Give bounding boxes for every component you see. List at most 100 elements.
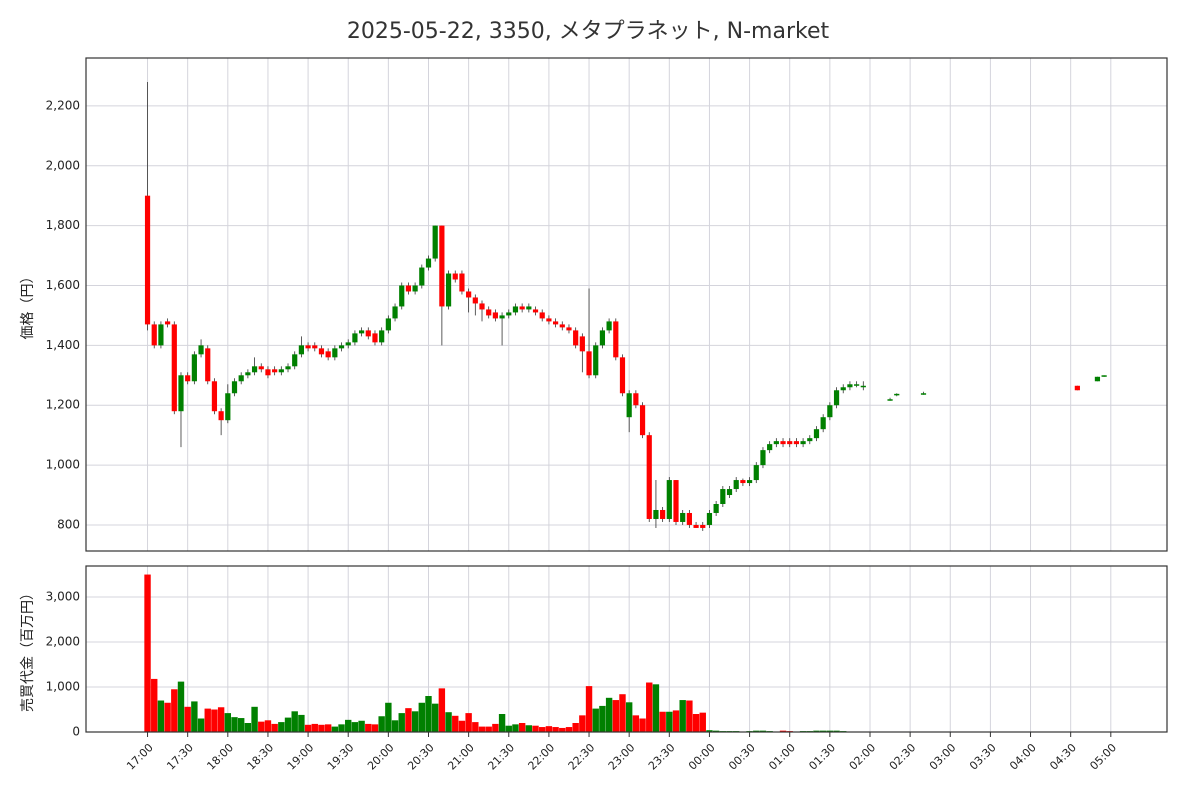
candle-body — [493, 312, 498, 318]
candle-body — [192, 354, 197, 381]
candle-body — [921, 393, 926, 395]
volume-bar — [459, 721, 465, 732]
candle-body — [861, 386, 866, 388]
candle-body — [158, 324, 163, 345]
candle-body — [332, 348, 337, 357]
x-tick-label: 18:00 — [204, 741, 236, 773]
volume-bar — [539, 727, 545, 732]
candle-body — [647, 435, 652, 519]
volume-bar — [552, 727, 558, 732]
volume-bar — [345, 720, 351, 732]
candle-body — [506, 312, 511, 315]
candle-body — [319, 348, 324, 354]
candle-body — [466, 291, 471, 297]
volume-bar — [419, 703, 425, 732]
volume-bar — [238, 718, 244, 732]
y-tick-label: 1,000 — [46, 458, 80, 472]
volume-bar — [245, 723, 251, 732]
candle-body — [760, 450, 765, 465]
candle-body — [473, 297, 478, 303]
candle-body — [727, 489, 732, 495]
candle-body — [299, 345, 304, 354]
candle-body — [653, 510, 658, 519]
candle-body — [399, 285, 404, 306]
volume-bar — [586, 686, 592, 732]
x-tick-label: 02:30 — [887, 741, 919, 773]
y-axis-label: 価格（円） — [20, 270, 36, 340]
volume-bar — [559, 728, 565, 732]
candle-body — [774, 441, 779, 444]
candle-body — [513, 306, 518, 312]
candle-body — [346, 342, 351, 345]
volume-bar — [606, 698, 612, 732]
candle-body — [292, 354, 297, 366]
plot-area — [86, 58, 1167, 551]
candle-body — [613, 321, 618, 357]
candle-body — [787, 441, 792, 444]
candle-body — [580, 336, 585, 351]
volume-bar — [251, 707, 257, 732]
volume-bar — [646, 683, 652, 732]
volume-bar — [579, 715, 585, 732]
volume-bar — [231, 717, 237, 732]
volume-bar — [693, 714, 699, 732]
x-tick-label: 17:30 — [164, 741, 196, 773]
candle-body — [707, 513, 712, 525]
volume-bar — [512, 724, 518, 732]
candle-body — [352, 333, 357, 342]
candle-body — [821, 417, 826, 429]
candle-body — [366, 330, 371, 336]
volume-bar — [164, 703, 170, 732]
volume-bar — [679, 700, 685, 732]
candle-body — [225, 393, 230, 420]
candle-body — [887, 399, 892, 401]
candle-body — [854, 384, 859, 386]
volume-bar — [499, 714, 505, 732]
volume-bar — [673, 710, 679, 732]
volume-bar — [619, 694, 625, 732]
volume-bar — [198, 719, 204, 732]
x-tick-label: 22:00 — [526, 741, 558, 773]
candle-body — [667, 480, 672, 519]
volume-bar — [225, 713, 231, 732]
candle-body — [720, 489, 725, 504]
x-tick-label: 05:00 — [1087, 741, 1119, 773]
volume-bar — [325, 724, 331, 732]
volume-bar — [211, 710, 217, 732]
volume-bar — [572, 723, 578, 732]
candle-body — [1102, 375, 1107, 377]
x-tick-label: 20:30 — [405, 741, 437, 773]
volume-bar — [292, 711, 298, 732]
volume-bar — [465, 713, 471, 732]
volume-bar — [432, 704, 438, 732]
candle-body — [426, 259, 431, 268]
candle-body — [212, 381, 217, 411]
volume-bar — [439, 688, 445, 732]
volume-bar — [613, 700, 619, 732]
volume-bar — [593, 709, 599, 732]
y-tick-label: 2,000 — [46, 158, 80, 172]
candle-body — [553, 321, 558, 324]
volume-bar — [144, 575, 150, 732]
volume-bar — [633, 715, 639, 732]
candle-body — [232, 381, 237, 393]
x-tick-label: 04:30 — [1047, 741, 1079, 773]
y-tick-label: 800 — [57, 517, 80, 531]
candle-body — [700, 525, 705, 528]
candle-body — [205, 348, 210, 381]
volume-bar — [452, 716, 458, 732]
volume-bar — [399, 713, 405, 732]
candle-body — [586, 351, 591, 375]
volume-bar — [178, 682, 184, 732]
y-tick-label: 2,200 — [46, 98, 80, 112]
candle-body — [660, 510, 665, 519]
volume-bar — [338, 724, 344, 732]
volume-bar — [372, 724, 378, 732]
candle-body — [152, 324, 157, 345]
candle-body — [800, 441, 805, 444]
candle-body — [747, 480, 752, 483]
candle-body — [894, 394, 899, 396]
volume-bar — [278, 722, 284, 732]
candle-body — [847, 384, 852, 387]
volume-bar — [151, 679, 157, 732]
